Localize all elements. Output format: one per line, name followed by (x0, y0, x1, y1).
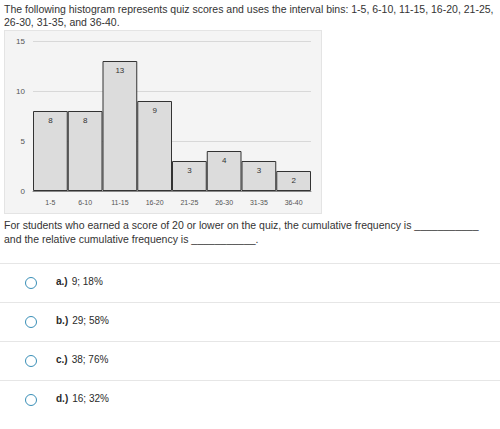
svg-text:13: 13 (115, 66, 124, 75)
svg-text:31-35: 31-35 (250, 199, 268, 206)
svg-text:16-20: 16-20 (146, 199, 164, 206)
svg-text:2: 2 (291, 176, 296, 185)
svg-text:26-30: 26-30 (215, 199, 233, 206)
svg-text:3: 3 (187, 166, 192, 175)
svg-text:0: 0 (21, 187, 26, 196)
svg-text:8: 8 (48, 116, 53, 125)
svg-text:36-40: 36-40 (285, 199, 303, 206)
html-text:b.) 29; 58%: b.) 29; 58% (56, 315, 109, 326)
html-text:The following histogram repres: The following histogram represents quiz … (4, 3, 494, 28)
html-text:d.) 16; 32%: d.) 16; 32% (56, 393, 109, 404)
svg-text:9: 9 (152, 106, 157, 115)
svg-text:1-5: 1-5 (45, 199, 55, 206)
svg-text:15: 15 (16, 37, 25, 46)
svg-text:11-15: 11-15 (111, 199, 128, 206)
svg-text:4: 4 (222, 156, 227, 165)
html-text:a.) 9; 18%: a.) 9; 18% (56, 276, 103, 287)
svg-text:5: 5 (21, 137, 26, 146)
svg-text:8: 8 (83, 116, 88, 125)
svg-text:21-25: 21-25 (180, 199, 198, 206)
html-text:c.) 38; 76%: c.) 38; 76% (56, 354, 109, 365)
svg-text:10: 10 (16, 87, 25, 96)
html-text:For students who earned a scor: For students who earned a score of 20 or… (4, 219, 479, 245)
svg-text:6-10: 6-10 (78, 199, 92, 206)
svg-text:3: 3 (257, 166, 262, 175)
